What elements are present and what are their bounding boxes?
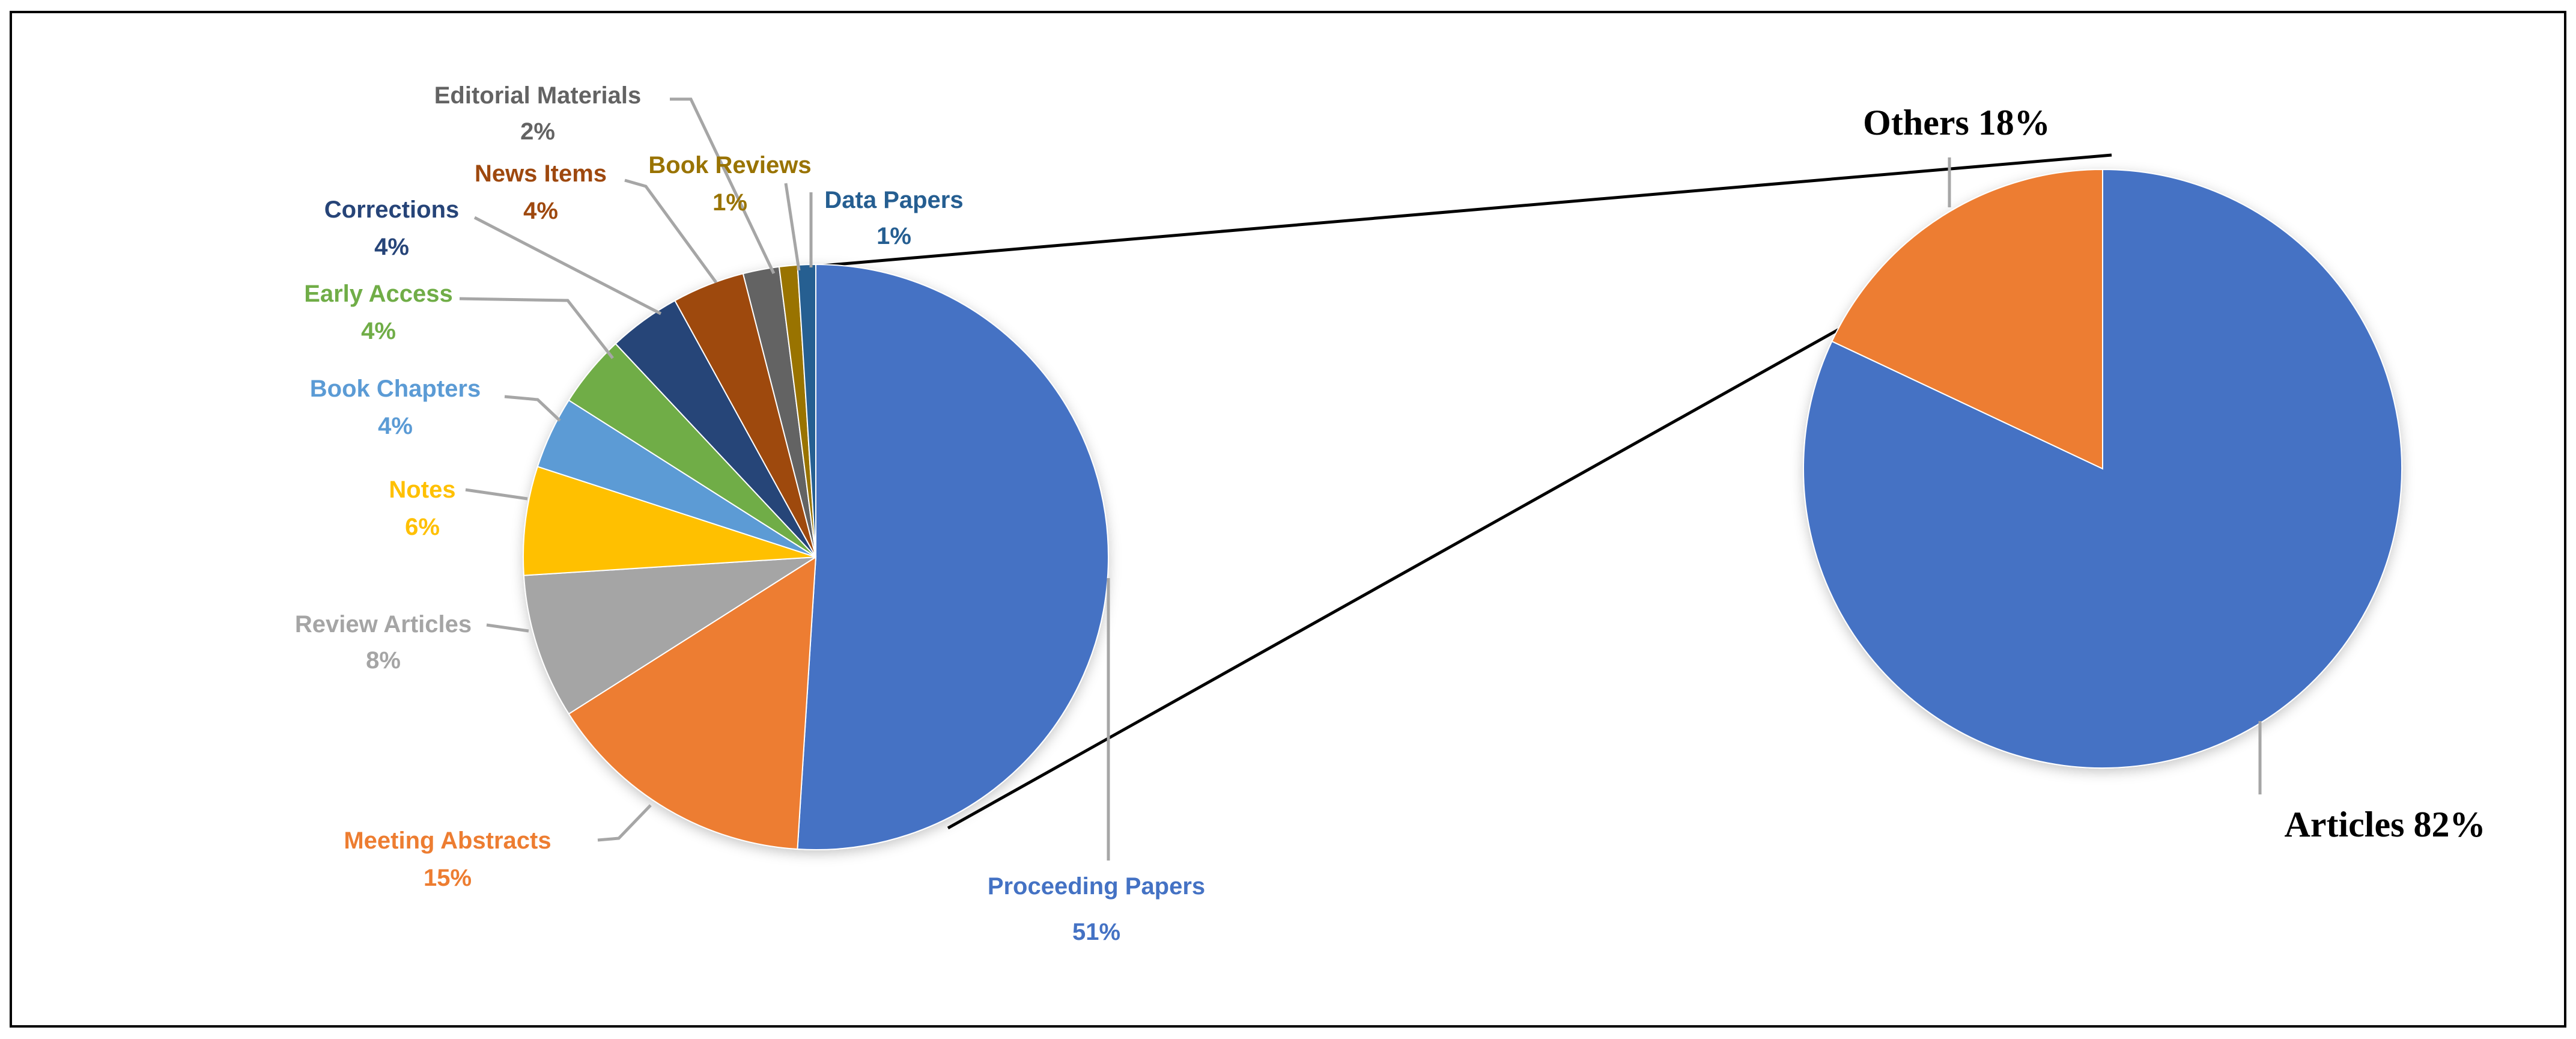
data-label-name-notes: Notes (389, 477, 455, 503)
leader-line-news-items (624, 178, 718, 284)
pie1-data-labels: Proceeding Papers 51% Meeting Abstracts 15%… (295, 82, 1205, 945)
data-label-value-review-articles: 8% (366, 647, 401, 674)
pie2-leader-lines (1948, 157, 2262, 794)
data-label-name-meeting-abstracts: Meeting Abstracts (344, 827, 551, 854)
data-label-value-proceeding-papers: 51% (1072, 919, 1120, 945)
slice-review-articles (523, 556, 816, 715)
data-label-name-proceeding-papers: Proceeding Papers (988, 873, 1205, 900)
connector-line-top (815, 153, 2112, 268)
connector-line-bottom (947, 324, 1845, 830)
leader-line-book-reviews (784, 183, 801, 271)
leader-line-notes (465, 488, 528, 501)
leader-line-book-chapters (504, 395, 561, 422)
pie-chart-articles-vs-others (1803, 168, 2403, 769)
data-label-value-book-reviews: 1% (712, 189, 747, 216)
slice-notes (523, 466, 816, 576)
data-label-value-meeting-abstracts: 15% (424, 865, 472, 891)
leader-line-corrections (473, 216, 662, 315)
connector-lines (815, 153, 2112, 830)
leader-line-review-articles (486, 623, 529, 633)
data-label-name-early-access: Early Access (304, 281, 453, 307)
leader-line-early-access (459, 297, 614, 359)
data-label-articles: Articles 82% (2285, 805, 2486, 844)
data-label-value-notes: 6% (405, 514, 440, 540)
pie-chart-document-types (523, 263, 1109, 850)
leader-line-meeting-abstracts (597, 804, 652, 842)
data-label-name-book-reviews: Book Reviews (648, 152, 811, 178)
data-label-value-corrections: 4% (374, 234, 409, 260)
pie2-data-labels: Articles 82% Others 18% (1863, 103, 2485, 844)
data-label-name-book-chapters: Book Chapters (310, 376, 481, 402)
data-label-value-editorial-materials: 2% (520, 118, 555, 145)
data-label-value-data-papers: 1% (876, 223, 911, 249)
data-label-others: Others 18% (1863, 103, 2050, 142)
pie1-leader-lines (459, 97, 1110, 861)
data-label-value-news-items: 4% (523, 198, 558, 224)
data-label-value-book-chapters: 4% (378, 413, 413, 439)
leader-line-editorial-materials (670, 97, 776, 275)
slice-others (1831, 168, 2103, 470)
data-label-value-early-access: 4% (361, 318, 396, 344)
slice-meeting-abstracts (568, 556, 817, 850)
data-label-name-review-articles: Review Articles (295, 611, 472, 638)
data-label-name-editorial-materials: Editorial Materials (434, 82, 642, 109)
data-label-name-news-items: News Items (475, 160, 607, 187)
data-label-name-corrections: Corrections (324, 197, 460, 223)
data-label-name-data-papers: Data Papers (824, 187, 963, 213)
slice-proceeding-papers (797, 263, 1109, 850)
